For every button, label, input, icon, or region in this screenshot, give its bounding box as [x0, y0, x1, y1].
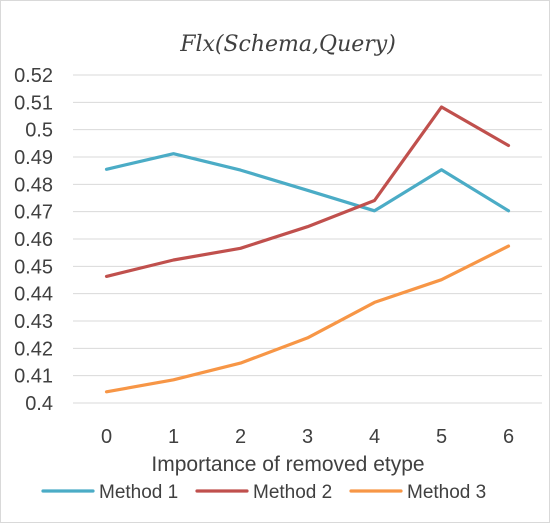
- y-tick-label: 0.42: [14, 338, 53, 360]
- y-tick-label: 0.4: [25, 393, 53, 415]
- series-lines: [104, 105, 511, 394]
- x-tick-label: 0: [101, 426, 112, 448]
- x-tick-label: 6: [503, 426, 514, 448]
- x-tick-label: 5: [436, 426, 447, 448]
- legend: Method 1 Method 2 Method 3: [41, 482, 486, 503]
- x-tick-label: 2: [235, 426, 246, 448]
- y-tick-labels: 0.4 0.41 0.42 0.43 0.44 0.45 0.46 0.47 0.48 0.49 0…: [14, 65, 53, 415]
- y-tick-label: 0.43: [14, 311, 53, 333]
- y-tick-label: 0.51: [14, 92, 53, 114]
- x-tick-labels: 0 1 2 3 4 5 6: [101, 426, 514, 448]
- legend-label: Method 2: [253, 482, 332, 503]
- y-tick-label: 0.48: [14, 174, 53, 196]
- y-tick-label: 0.52: [14, 65, 53, 87]
- y-tick-label: 0.44: [14, 284, 53, 306]
- y-tick-label: 0.46: [14, 229, 53, 251]
- y-tick-label: 0.47: [14, 202, 53, 224]
- x-tick-label: 1: [168, 426, 179, 448]
- chart-title: Flx(Schema,Query): [179, 32, 396, 57]
- legend-label: Method 3: [407, 482, 486, 503]
- y-tick-label: 0.5: [25, 120, 53, 142]
- x-axis-label: Importance of removed etype: [151, 453, 424, 476]
- legend-label: Method 1: [99, 482, 178, 503]
- series-line-method-2: [104, 105, 511, 278]
- x-tick-label: 3: [302, 426, 313, 448]
- x-tick-label: 4: [369, 426, 380, 448]
- y-tick-label: 0.49: [14, 147, 53, 169]
- y-tick-label: 0.45: [14, 256, 53, 278]
- y-tick-label: 0.41: [14, 366, 53, 388]
- series-line-method-3: [104, 244, 511, 394]
- series-line-method-1: [104, 152, 511, 213]
